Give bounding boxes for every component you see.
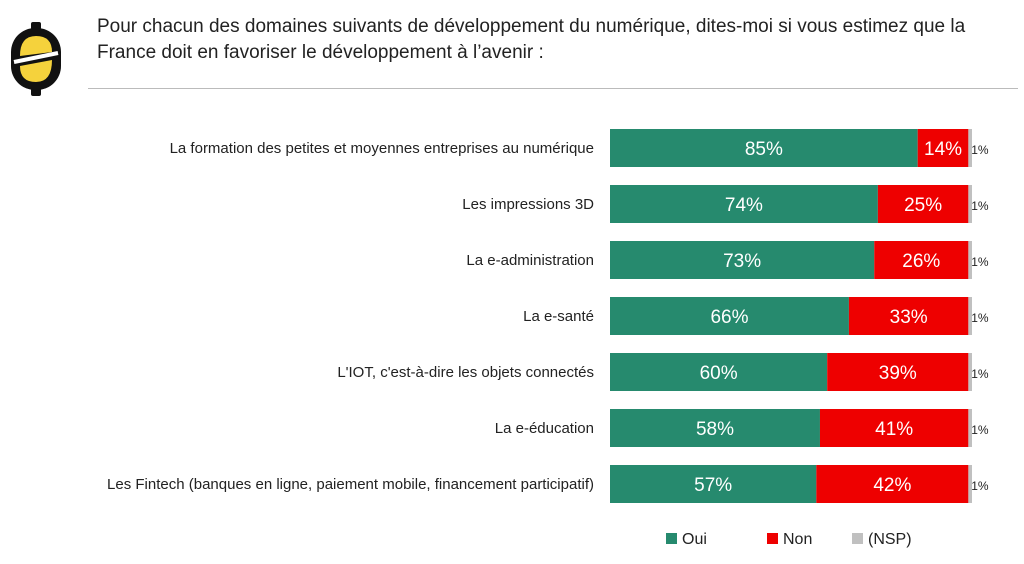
data-label: 1%: [971, 367, 989, 381]
bar-non: [874, 241, 969, 279]
data-label: 25%: [904, 195, 942, 216]
legend-swatch: [666, 533, 677, 544]
bar-nsp: [968, 185, 972, 223]
category-label: L'IOT, c'est-à-dire les objets connectés: [337, 364, 594, 381]
title-divider: [88, 88, 1018, 89]
bar-non: [917, 129, 969, 167]
bar-non: [877, 185, 969, 223]
data-label: 57%: [694, 475, 732, 496]
data-label: 60%: [700, 363, 738, 384]
bar-nsp: [968, 409, 972, 447]
category-label: Les impressions 3D: [462, 196, 594, 213]
data-label: 1%: [971, 199, 989, 213]
data-label: 42%: [873, 475, 911, 496]
bar-nsp: [968, 129, 972, 167]
data-label: 26%: [902, 251, 940, 272]
legend-label: Non: [783, 531, 812, 548]
bar-nsp: [968, 241, 972, 279]
data-label: 73%: [723, 251, 761, 272]
bar-nsp: [968, 297, 972, 335]
data-label: 1%: [971, 143, 989, 157]
category-label: La e-administration: [466, 252, 594, 269]
category-label: La formation des petites et moyennes ent…: [170, 140, 594, 157]
bar-non: [819, 409, 969, 447]
data-label: 58%: [696, 419, 734, 440]
bar-nsp: [968, 353, 972, 391]
data-label: 41%: [875, 419, 913, 440]
data-label: 1%: [971, 479, 989, 493]
data-label: 14%: [924, 139, 962, 160]
bar-oui: [610, 297, 849, 335]
data-label: 33%: [890, 307, 928, 328]
bar-oui: [610, 185, 878, 223]
data-label: 74%: [725, 195, 763, 216]
data-label: 1%: [971, 255, 989, 269]
bar-non: [816, 465, 969, 503]
bar-oui: [610, 241, 875, 279]
bar-nsp: [968, 465, 972, 503]
bar-oui: [610, 465, 817, 503]
bar-non: [848, 297, 969, 335]
data-label: 1%: [971, 423, 989, 437]
logo-icon: [11, 22, 61, 96]
bar-non: [827, 353, 969, 391]
category-label: Les Fintech (banques en ligne, paiement …: [107, 476, 594, 493]
bar-oui: [610, 353, 828, 391]
data-label: 85%: [745, 139, 783, 160]
chart-title: Pour chacun des domaines suivants de dév…: [97, 16, 966, 63]
category-label: La e-santé: [523, 308, 594, 325]
legend-label: (NSP): [868, 531, 912, 548]
data-label: 66%: [710, 307, 748, 328]
bar-oui: [610, 129, 918, 167]
legend-swatch: [767, 533, 778, 544]
legend-swatch: [852, 533, 863, 544]
bar-oui: [610, 409, 820, 447]
legend-label: Oui: [682, 531, 707, 548]
category-label: La e-éducation: [495, 420, 594, 437]
data-label: 39%: [879, 363, 917, 384]
data-label: 1%: [971, 311, 989, 325]
